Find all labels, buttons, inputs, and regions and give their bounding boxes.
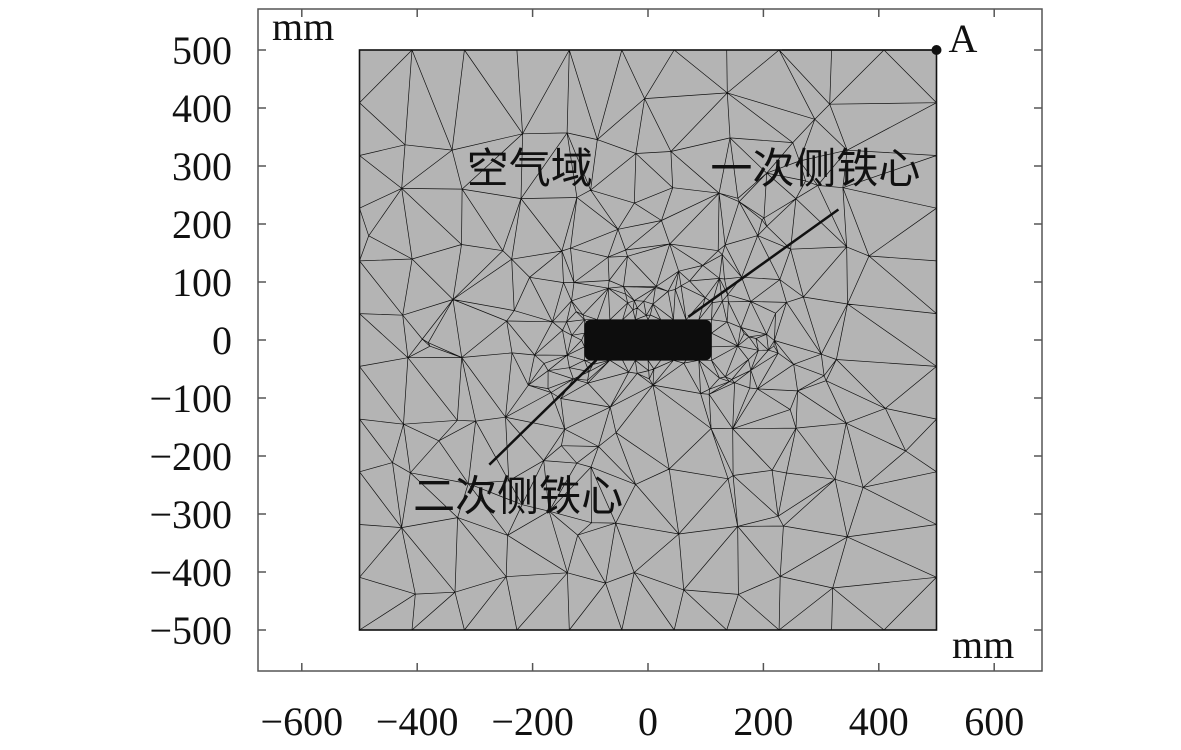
air-domain-label: 空气域 (467, 146, 593, 193)
secondary-core-label: 二次侧铁心 (413, 475, 623, 521)
y-tick-label: 400 (172, 86, 232, 131)
y-tick-label: 300 (172, 144, 232, 189)
x-tick-label: 0 (638, 699, 658, 744)
primary-core-label: 一次侧铁心 (710, 147, 920, 193)
air-domain-border (358, 49, 938, 631)
x-axis-unit-label: mm (952, 622, 1014, 667)
y-tick-label: −200 (149, 434, 232, 479)
y-tick-label: −300 (149, 492, 232, 537)
primary-core-leader-line (687, 208, 840, 318)
y-tick-label: 200 (172, 202, 232, 247)
y-tick-label: 100 (172, 260, 232, 305)
point-a-marker (931, 45, 942, 55)
x-tick-label: −200 (491, 699, 574, 744)
secondary-core-leader-line (488, 359, 597, 466)
y-tick-label: 0 (212, 318, 232, 363)
x-tick-label: −600 (261, 699, 344, 744)
x-tick-label: −400 (376, 699, 459, 744)
mesh-group (358, 49, 938, 631)
y-tick-label: −500 (149, 608, 232, 653)
x-tick-label: 200 (733, 699, 793, 744)
y-tick-label: −400 (149, 550, 232, 595)
x-tick-label: 600 (964, 699, 1024, 744)
x-tick-label: 400 (849, 699, 909, 744)
iron-core-region (584, 319, 712, 361)
point-a-label: A (949, 16, 978, 61)
y-axis-unit-label: mm (272, 4, 334, 49)
y-tick-label: 500 (172, 28, 232, 73)
y-tick-label: −100 (149, 376, 232, 421)
axis-ticks: −600 −400 −200 0 200 400 600 500 400 300 200 100 0 −1… (149, 9, 1042, 744)
